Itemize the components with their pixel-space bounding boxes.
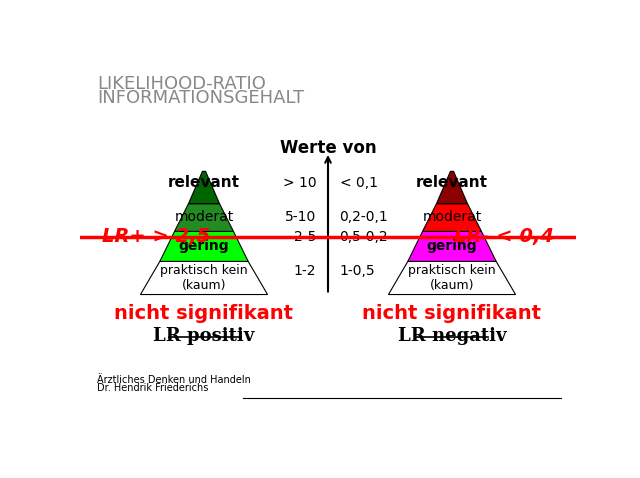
Polygon shape	[422, 204, 481, 231]
Text: Werte von: Werte von	[280, 140, 376, 157]
Text: > 10: > 10	[283, 176, 316, 190]
Text: Ärztliches Denken und Handeln: Ärztliches Denken und Handeln	[97, 375, 251, 385]
Text: 2-5: 2-5	[294, 230, 316, 244]
Text: LR positiv: LR positiv	[154, 327, 255, 345]
Text: relevant: relevant	[416, 175, 488, 190]
Polygon shape	[175, 204, 234, 231]
Text: < 0,1: < 0,1	[340, 176, 378, 190]
Text: gering: gering	[179, 239, 229, 253]
Text: 0,2-0,1: 0,2-0,1	[340, 210, 388, 224]
Text: praktisch kein
(kaum): praktisch kein (kaum)	[408, 263, 496, 292]
Text: LR negativ: LR negativ	[397, 327, 506, 345]
Text: relevant: relevant	[168, 175, 240, 190]
Text: nicht signifikant: nicht signifikant	[362, 304, 541, 323]
Text: 5-10: 5-10	[285, 210, 316, 224]
Text: LR+ > 2,5: LR+ > 2,5	[102, 227, 210, 246]
Text: Dr. Hendrik Friederichs: Dr. Hendrik Friederichs	[97, 383, 209, 393]
Text: moderat: moderat	[422, 210, 482, 224]
Polygon shape	[189, 171, 220, 204]
Text: 1-0,5: 1-0,5	[340, 264, 375, 278]
Text: moderat: moderat	[174, 210, 234, 224]
Text: praktisch kein
(kaum): praktisch kein (kaum)	[160, 263, 248, 292]
Polygon shape	[140, 261, 268, 294]
Text: gering: gering	[427, 239, 477, 253]
Polygon shape	[408, 231, 496, 261]
Text: nicht signifikant: nicht signifikant	[115, 304, 294, 323]
Polygon shape	[436, 171, 467, 204]
Polygon shape	[388, 261, 516, 294]
Text: LR- < 0,4: LR- < 0,4	[454, 227, 554, 246]
Polygon shape	[160, 231, 248, 261]
Text: LIKELIHOOD-RATIO: LIKELIHOOD-RATIO	[97, 75, 266, 93]
Text: INFORMATIONSGEHALT: INFORMATIONSGEHALT	[97, 89, 304, 107]
Text: 0,5-0,2: 0,5-0,2	[340, 230, 388, 244]
Text: 1-2: 1-2	[294, 264, 316, 278]
